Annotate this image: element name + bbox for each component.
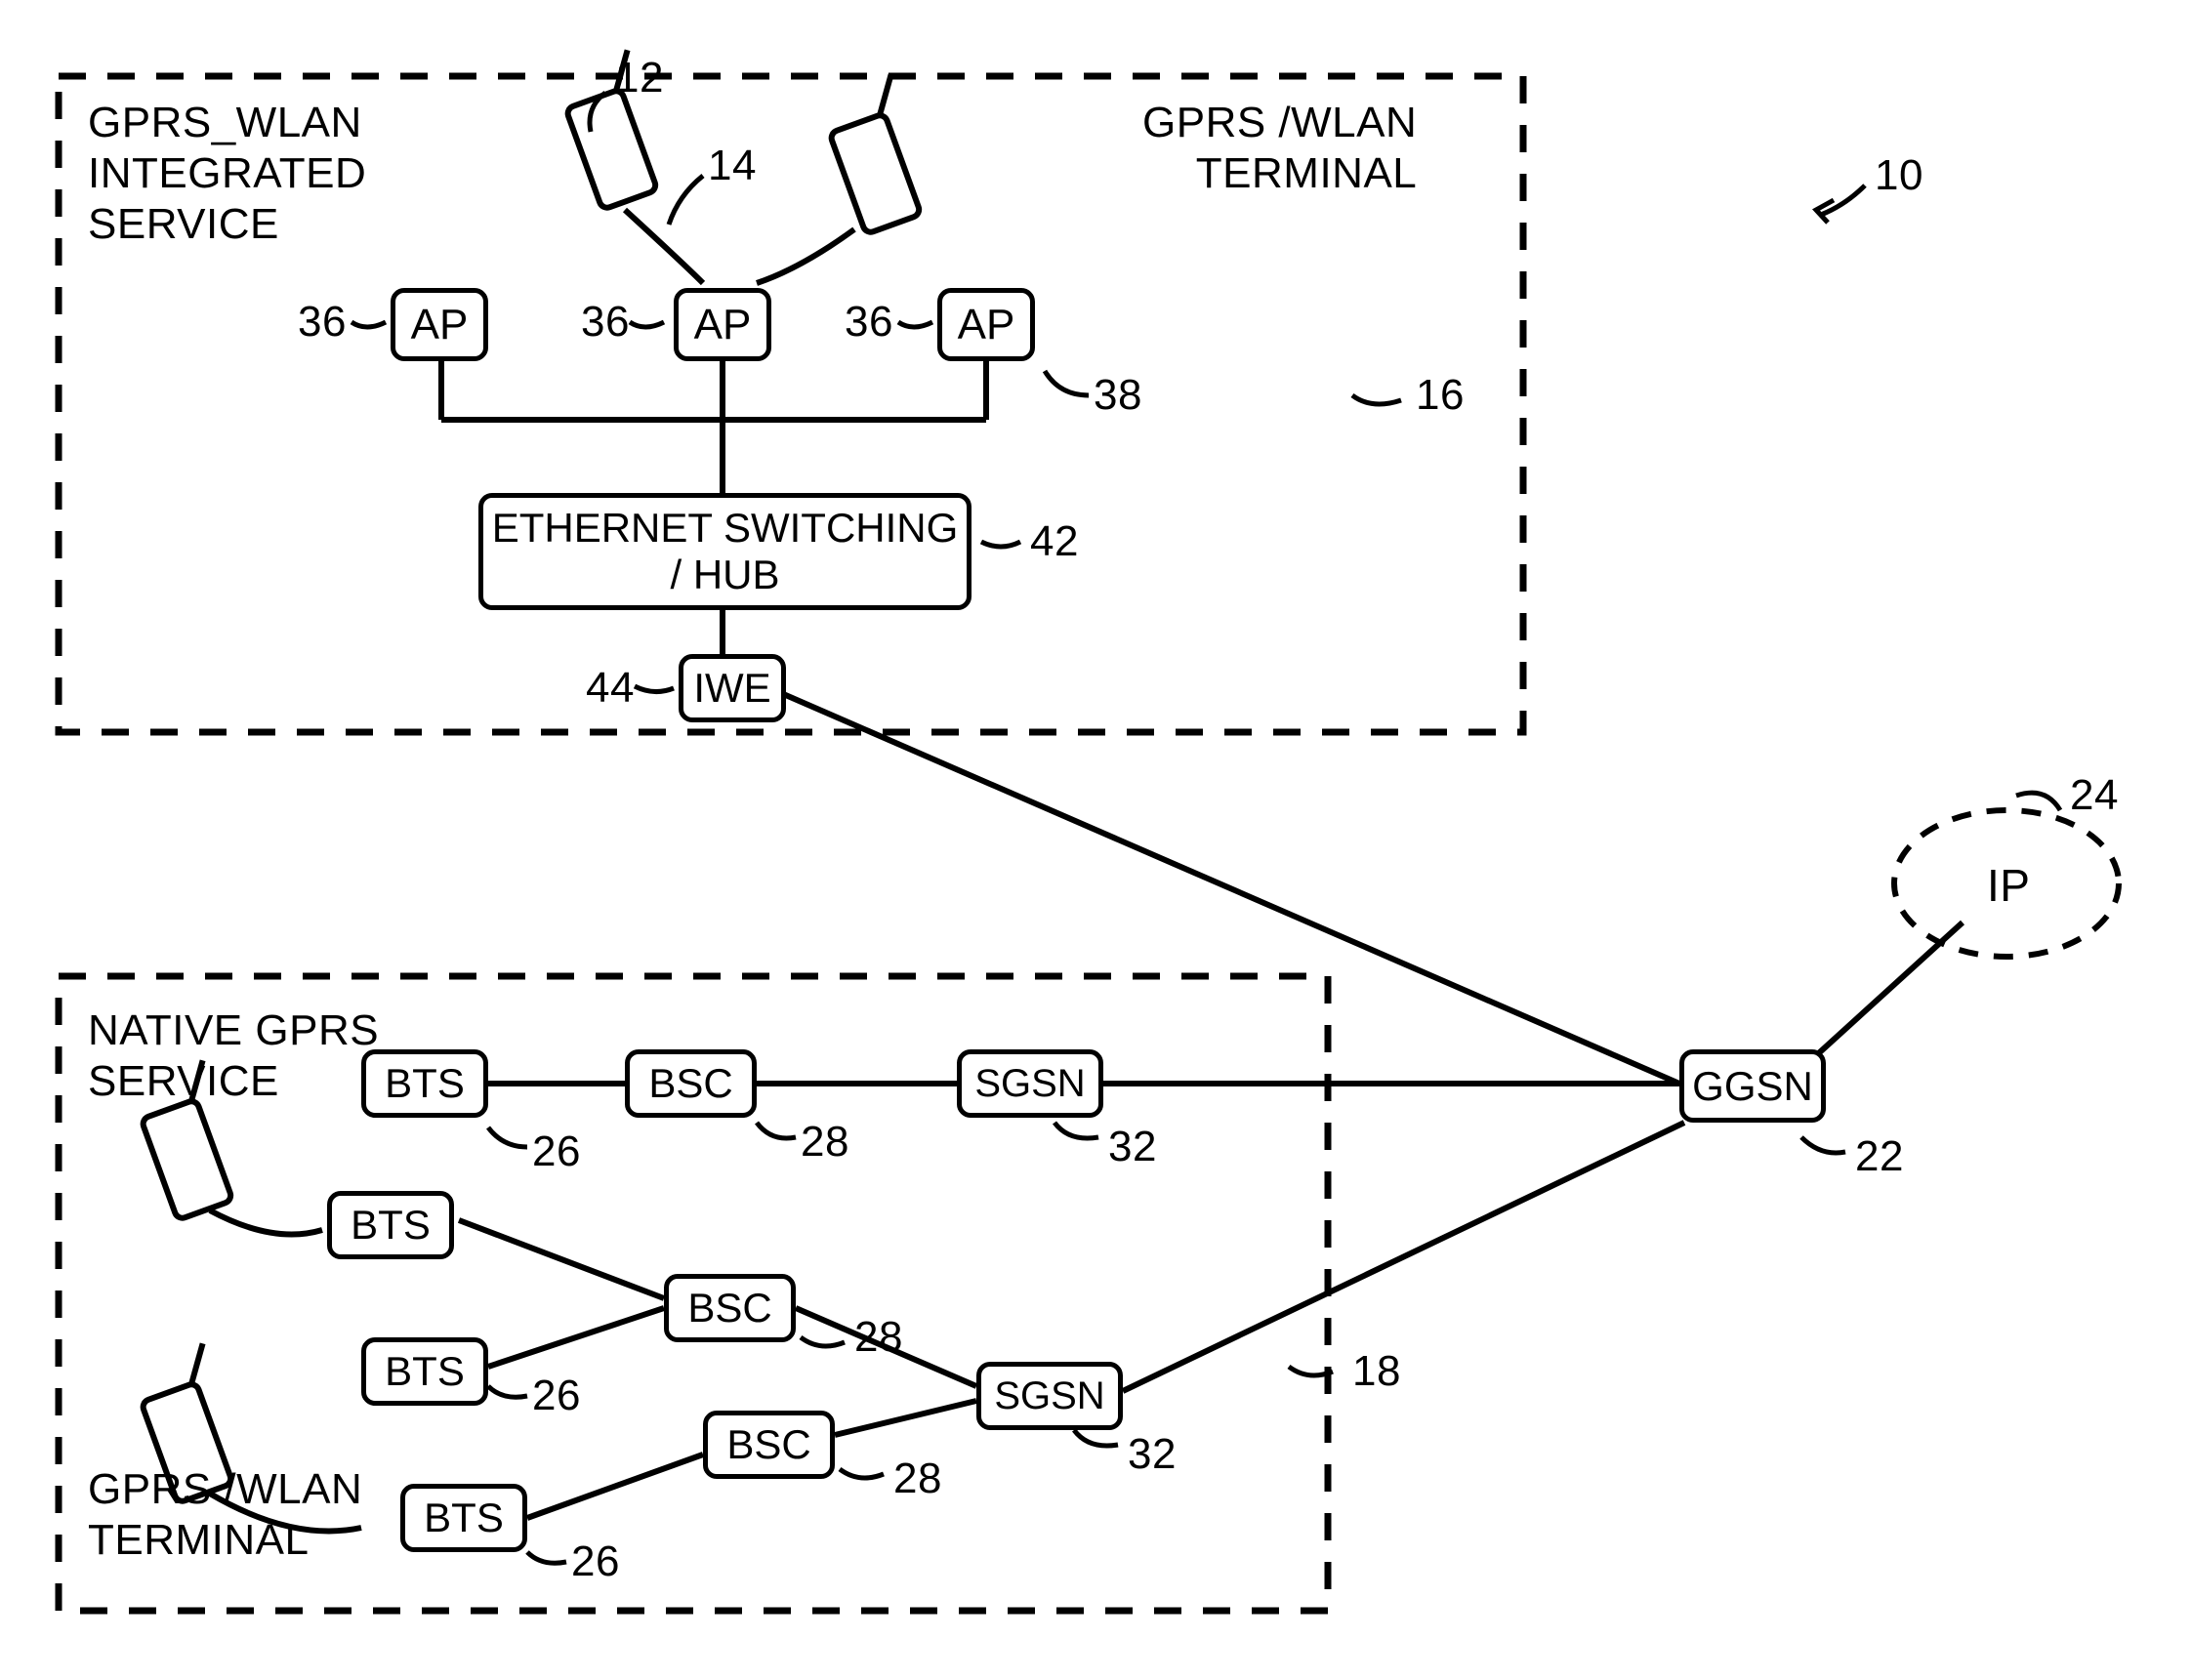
ref-32-1: 32	[1108, 1123, 1157, 1171]
edge-sgsn2-ggsn	[1123, 1123, 1684, 1391]
ref-22: 22	[1855, 1132, 1904, 1181]
ref-12: 12	[615, 54, 664, 102]
ref-26-1: 26	[532, 1127, 581, 1176]
bts-box-4: BTS	[400, 1484, 527, 1552]
ref-24: 24	[2070, 771, 2119, 820]
ref-26-4: 26	[571, 1537, 620, 1586]
lower-title-left: NATIVE GPRS SERVICE	[88, 1005, 379, 1107]
ethernet-hub-box: ETHERNET SWITCHING / HUB	[478, 493, 971, 610]
edge-ggsn-ip	[1801, 922, 1963, 1069]
ref-28-1: 28	[801, 1118, 849, 1167]
ref-36-1: 36	[298, 298, 347, 347]
ref-14: 14	[708, 142, 757, 190]
ggsn-box: GGSN	[1679, 1049, 1826, 1123]
ap-box-1: AP	[391, 288, 488, 361]
ref-42: 42	[1030, 517, 1079, 566]
sgsn-box-2: SGSN	[976, 1362, 1123, 1430]
ref-38: 38	[1094, 371, 1142, 420]
ref-44: 44	[586, 664, 635, 713]
ref-28-2: 28	[854, 1313, 903, 1362]
ref-18: 18	[1352, 1347, 1401, 1396]
iwe-box: IWE	[679, 654, 786, 722]
lower-title-bottom-left: GPRS /WLAN TERMINAL	[88, 1464, 362, 1566]
ap-box-3: AP	[937, 288, 1035, 361]
diagram-canvas: GPRS_WLAN INTEGRATED SERVICE GPRS /WLAN …	[0, 0, 2191, 1680]
wireless-link-2	[757, 229, 854, 283]
ref-32-2: 32	[1128, 1430, 1177, 1479]
wireless-link-1	[625, 210, 703, 283]
bsc-box-1: BSC	[625, 1049, 757, 1118]
terminal-icon-2	[817, 74, 939, 234]
bsc-box-3: BSC	[703, 1411, 835, 1479]
bsc-box-2: BSC	[664, 1274, 796, 1342]
ref-26-3: 26	[532, 1372, 581, 1420]
sgsn-box-1: SGSN	[957, 1049, 1103, 1118]
upper-title-left: GPRS_WLAN INTEGRATED SERVICE	[88, 98, 366, 250]
ap-box-2: AP	[674, 288, 771, 361]
bts-box-3: BTS	[361, 1337, 488, 1406]
ip-label: IP	[1987, 859, 2030, 912]
ref-36-2: 36	[581, 298, 630, 347]
ref-36-3: 36	[845, 298, 893, 347]
bts-box-1: BTS	[361, 1049, 488, 1118]
upper-title-right: GPRS /WLAN TERMINAL	[1142, 98, 1417, 199]
ref-16: 16	[1416, 371, 1465, 420]
bts-box-2: BTS	[327, 1191, 454, 1259]
edge-iwe-ggsn	[781, 693, 1679, 1084]
ref-10: 10	[1875, 151, 1923, 200]
ref-28-3: 28	[893, 1455, 942, 1503]
